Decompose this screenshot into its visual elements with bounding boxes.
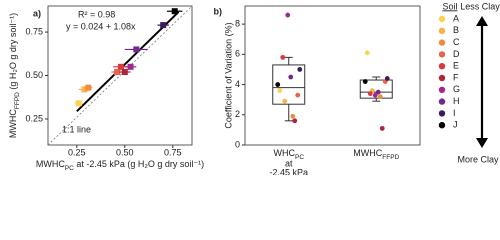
plot-frame (244, 5, 421, 146)
annotation: y = 0.024 + 1.08x (66, 21, 136, 31)
legend-label: E (453, 61, 459, 71)
legend-label: D (453, 49, 460, 59)
legend-swatch (438, 98, 446, 105)
point (81, 86, 88, 93)
point (372, 92, 378, 98)
legend-swatch (438, 39, 446, 46)
point (297, 67, 303, 72)
figure: 0.25 0.50 0.75 0.25 0.50 0.75 a) R² = 0.98 y = 0… (8, 1, 500, 175)
point (275, 82, 281, 87)
point (117, 63, 124, 70)
point (280, 54, 286, 60)
point (384, 76, 390, 81)
legend-swatch (438, 15, 446, 23)
y-tick-label: 0.50 (25, 70, 43, 80)
x-tick-label: WHCPC (273, 148, 304, 161)
legend-swatch (438, 86, 446, 94)
annotation: R² = 0.98 (78, 9, 115, 19)
point (133, 46, 140, 53)
point (377, 94, 383, 100)
point (292, 118, 298, 124)
box (359, 79, 393, 99)
x-tick-label-sub: FFPD (382, 154, 399, 161)
point (85, 84, 92, 91)
x-tick-label-line: -2.45 kPa (269, 167, 308, 175)
point (277, 88, 283, 94)
y-tick-label: 8 (235, 19, 240, 29)
legend-swatch (438, 62, 446, 70)
point (121, 69, 128, 76)
x-axis-label-sub: PC (65, 165, 74, 172)
x-tick-label-main: WHC (273, 148, 295, 158)
legend-label: A (453, 13, 459, 23)
y-axis-label-main: MWHC (8, 109, 18, 138)
legend-label: H (453, 96, 460, 106)
x-tick-label-line: at (285, 158, 293, 168)
y-tick-label: 0 (235, 139, 240, 149)
point (364, 50, 370, 56)
panel-label: a) (33, 8, 41, 18)
point (127, 63, 134, 70)
legend-swatch (438, 51, 446, 58)
x-tick-label-main: MWHC (353, 148, 382, 158)
point (282, 98, 288, 104)
panel-label: b) (214, 6, 223, 16)
y-axis-label: Coefficient of Variation (%) (223, 22, 233, 128)
point (288, 74, 294, 80)
legend-swatch (438, 122, 446, 129)
legend-label: J (453, 120, 458, 130)
y-tick-label: 0.75 (25, 26, 43, 36)
box (272, 64, 306, 105)
legend-swatch (438, 74, 446, 82)
legend-label: G (453, 84, 460, 94)
identity-label: 1:1 line (62, 124, 91, 134)
y-tick-label: 4 (235, 79, 240, 89)
arrow-head (476, 16, 488, 26)
x-tick-label-sub: PC (295, 154, 304, 161)
x-axis-label: MWHCPC at -2.45 kPa (g H₂O g dry soil⁻¹) (36, 159, 204, 172)
point (295, 92, 301, 98)
y-axis-label-sub: FFPD (14, 92, 21, 109)
point (290, 113, 296, 119)
point (367, 91, 373, 97)
point (75, 100, 82, 107)
point (285, 12, 291, 18)
point (362, 79, 368, 84)
point (160, 22, 167, 29)
legend-label: C (453, 37, 460, 47)
arrow-label: More Clay (457, 154, 499, 164)
x-tick-label: 0.75 (164, 147, 182, 157)
legend-swatch (438, 27, 446, 34)
x-axis-label-rest: at -2.45 kPa (g H₂O g dry soil⁻¹) (74, 159, 204, 169)
x-tick-label: 0.50 (116, 147, 134, 157)
legend-swatch (438, 110, 446, 117)
y-tick-label: 2 (235, 109, 240, 119)
point (375, 89, 381, 95)
y-axis-label-rest: (g H₂O g dry soil⁻¹) (8, 13, 18, 92)
y-axis-label: MWHCFFPD (g H₂O g dry soil⁻¹) (8, 13, 21, 138)
x-tick-label: 0.25 (68, 147, 86, 157)
legend-label: B (453, 25, 459, 35)
y-tick-label: 0.25 (25, 113, 43, 123)
point (171, 8, 178, 15)
arrow-head (476, 138, 488, 148)
y-tick-label: 6 (235, 49, 240, 59)
legend-title: Soil (442, 1, 457, 11)
x-axis-label-main: MWHC (36, 159, 65, 169)
identity-line (47, 5, 193, 146)
legend-label: F (453, 72, 459, 82)
legend-label: I (453, 108, 456, 118)
x-tick-label: MWHCFFPD (353, 148, 399, 161)
point (379, 125, 385, 131)
point (114, 69, 121, 76)
fit-line (76, 11, 180, 113)
arrow-label: Less Clay (460, 1, 500, 11)
